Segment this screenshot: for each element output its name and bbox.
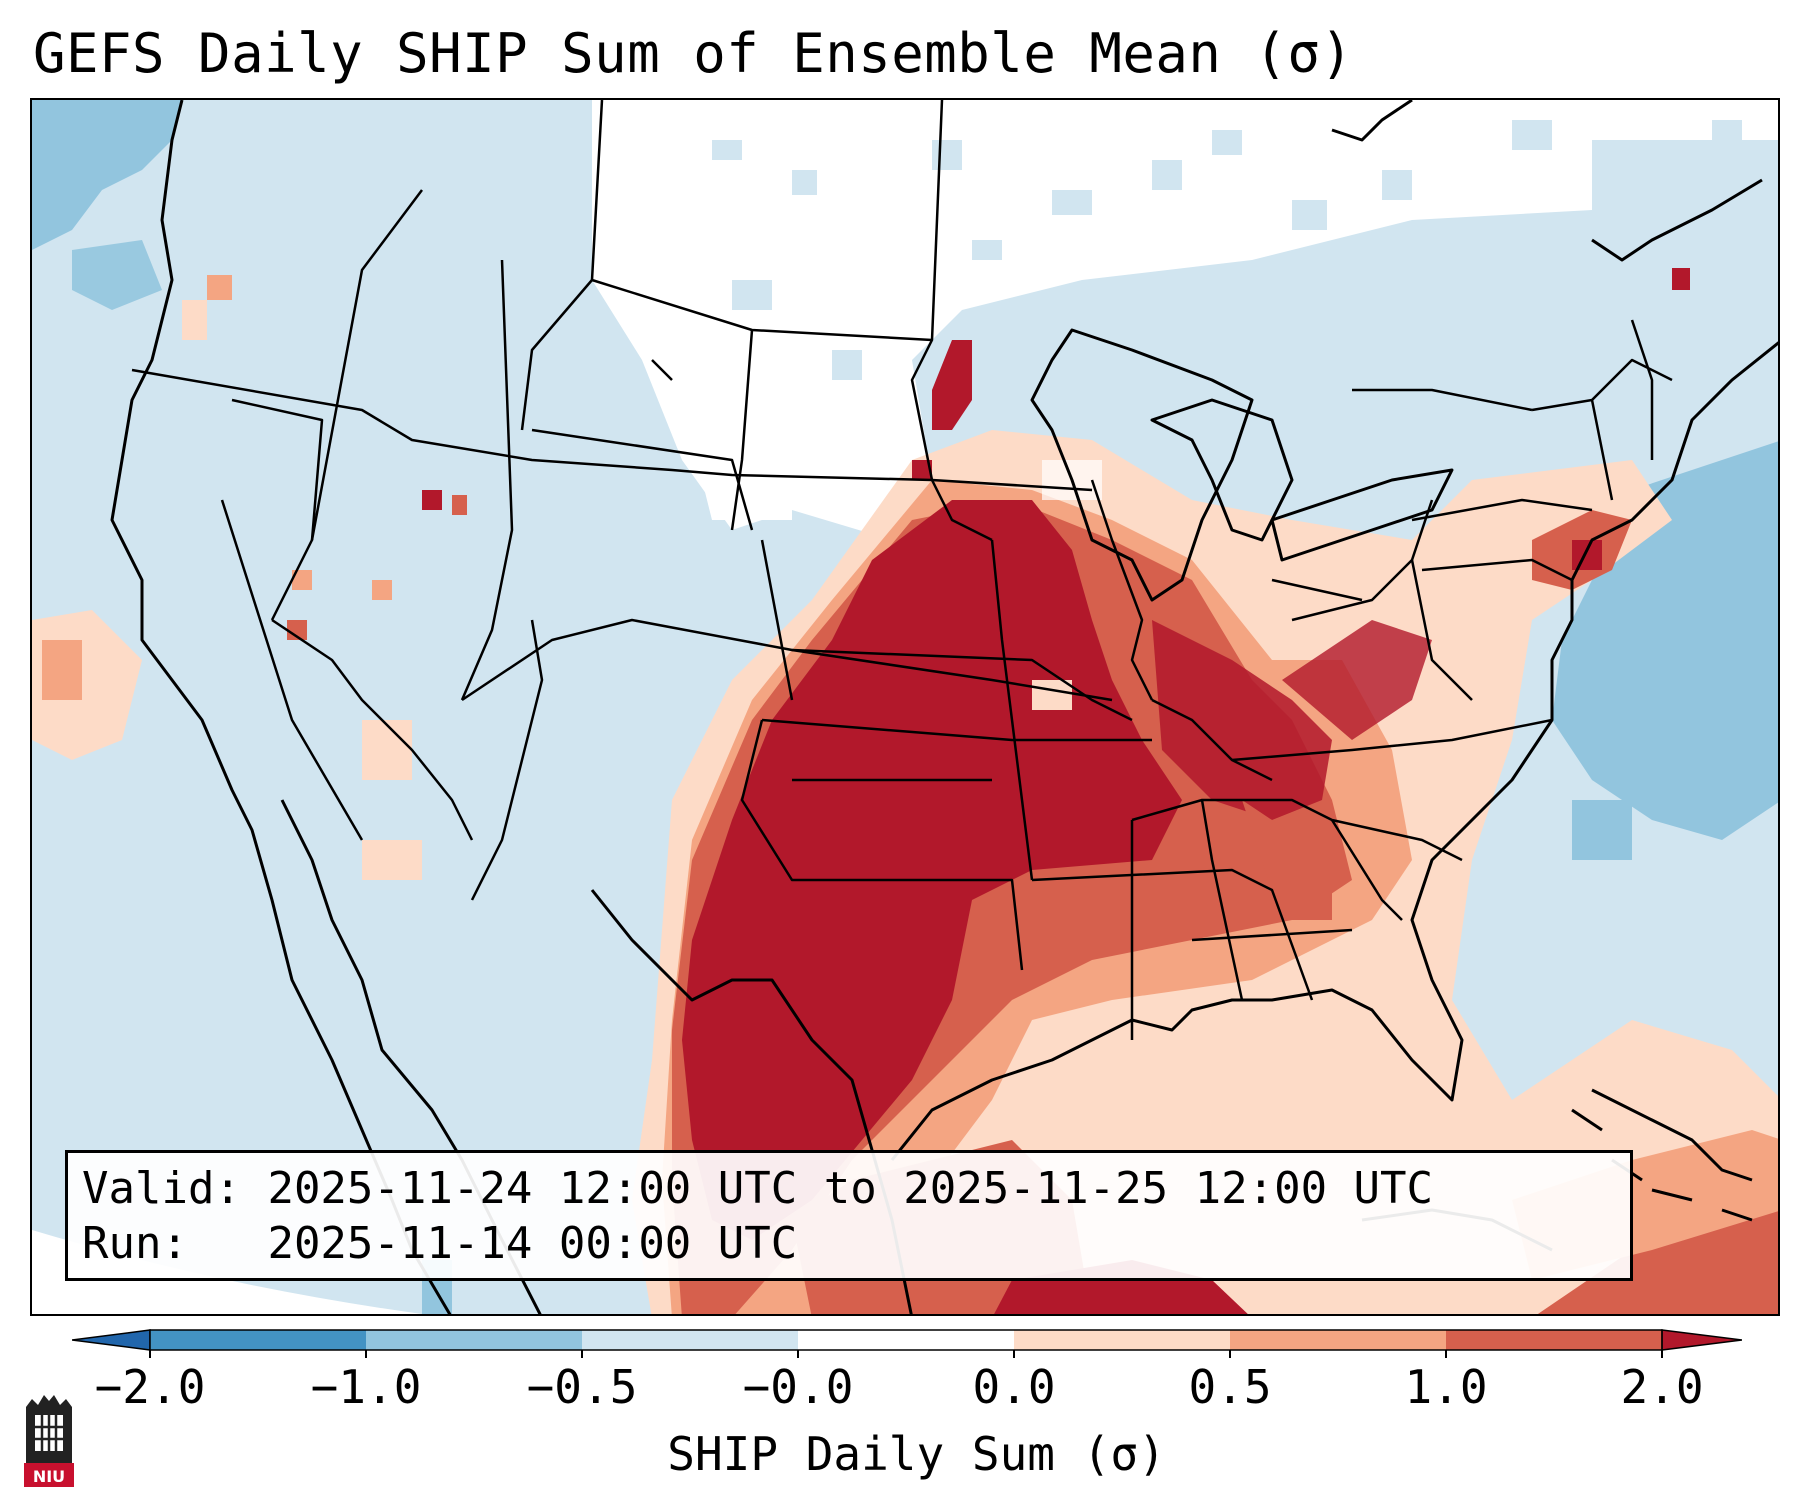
ship-map [32,100,1778,1314]
colorbar-min-extension [72,1329,151,1351]
colorbar-bin [582,1330,798,1350]
colorbar-bin [366,1330,582,1350]
map-panel [30,98,1780,1316]
neutral-field-patches [592,100,1778,540]
colorbar-tick-label: −0.0 [742,1360,854,1414]
run-label: Run: [82,1218,188,1269]
valid-label: Valid: [82,1163,241,1214]
colorbar-bin [1014,1330,1230,1350]
colorbar-tick-label: 2.0 [1620,1360,1704,1414]
colorbar-tick-label: 0.0 [972,1360,1056,1414]
colorbar [72,1329,1742,1358]
colorbar-ticks [149,1350,1663,1358]
state-borders [131,100,1673,1040]
niu-logo: NIU [24,1395,74,1487]
colorbar-bin [150,1330,366,1350]
positive-anomaly-west [32,275,467,880]
colorbar-tick-label: −1.0 [310,1360,422,1414]
colorbar-tick-label: 1.0 [1404,1360,1488,1414]
neutral-speckle [712,120,1742,380]
chart-title: GEFS Daily SHIP Sum of Ensemble Mean (σ) [33,22,1354,85]
colorbar-bin [1446,1330,1662,1350]
colorbar-tick-label: 0.5 [1188,1360,1272,1414]
colorbar-bin [798,1330,1014,1350]
colorbar-max-extension [1661,1329,1742,1351]
valid-run-info-box: Valid: 2025-11-24 12:00 UTC to 2025-11-2… [65,1150,1633,1281]
valid-range: 2025-11-24 12:00 UTC to 2025-11-25 12:00… [267,1163,1434,1214]
colorbar-tick-label: −0.5 [526,1360,638,1414]
colorbar-tick-label: −2.0 [94,1360,206,1414]
colorbar-label: SHIP Daily Sum (σ) [667,1427,1166,1481]
run-time: 2025-11-14 00:00 UTC [267,1218,798,1269]
svg-text:NIU: NIU [33,1467,65,1486]
projection-edge-bottom-left [32,1230,422,1314]
colorbar-bin [1230,1330,1446,1350]
colorbar-outline [149,1329,1663,1351]
